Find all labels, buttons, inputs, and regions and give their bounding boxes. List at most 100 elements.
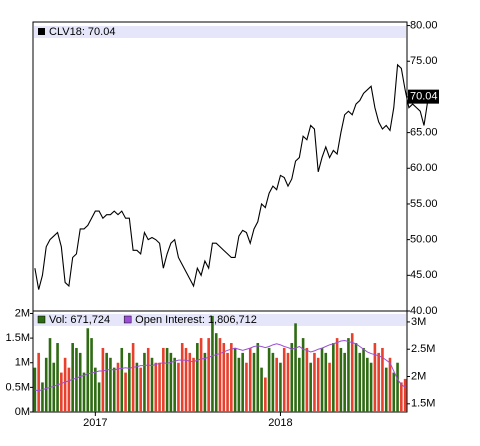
volume-bar (298, 357, 301, 412)
volume-bar (309, 362, 312, 412)
volume-bar (48, 338, 52, 412)
volume-bar (120, 347, 124, 412)
volume-bar (316, 357, 320, 412)
volume-bar (162, 347, 165, 412)
volume-bar (33, 367, 37, 412)
volume-bar (252, 352, 256, 412)
volume-bar (150, 357, 154, 412)
volume-bar (218, 338, 222, 412)
volume-bar (135, 362, 139, 412)
volume-bar (332, 343, 335, 412)
volume-bar (354, 343, 358, 412)
volume-bar (362, 347, 365, 412)
volume-bar (320, 347, 324, 412)
y2-tick-label: 1.5M (411, 398, 435, 410)
volume-bar (313, 352, 316, 412)
volume-bar (109, 357, 112, 412)
volume-bar (388, 357, 392, 412)
y-tick-label: 80.00 (410, 19, 438, 31)
volume-bar (71, 343, 74, 412)
volume-bar (52, 362, 56, 412)
volume-bar (358, 352, 362, 412)
volume-bar (203, 352, 207, 412)
volume-bar (324, 352, 328, 412)
legend-swatch (38, 28, 45, 35)
volume-bar (373, 343, 377, 412)
volume-bar (275, 357, 278, 412)
x-tick-label: 2018 (268, 417, 292, 429)
price-line (34, 63, 436, 290)
volume-bar (112, 367, 116, 412)
volume-bar (196, 343, 199, 412)
volume-bar (294, 323, 297, 412)
volume-bar (256, 343, 260, 412)
volume-bar (237, 357, 241, 412)
volume-bar (101, 347, 105, 412)
legend-swatch (37, 315, 46, 324)
volume-bar (381, 347, 384, 412)
volume-bar (233, 347, 237, 412)
volume-bar (339, 347, 343, 412)
volume-bar (369, 362, 373, 412)
volume-bar (347, 338, 350, 412)
volume-bar (184, 347, 188, 412)
volume-bar (180, 343, 184, 412)
volume-bar (403, 378, 407, 412)
volume-bar (230, 343, 233, 412)
volume-bar (139, 367, 142, 412)
volume-bar (241, 352, 244, 412)
volume-bar (207, 338, 210, 412)
volume-bar (67, 367, 71, 412)
price-panel (32, 21, 408, 312)
volume-bar (214, 333, 218, 412)
volume-bar (60, 372, 63, 412)
volume-bar (63, 357, 67, 412)
last-value-box (408, 89, 439, 104)
volume-bar (188, 352, 192, 412)
volume-bar (90, 338, 93, 412)
volume-bar (78, 352, 82, 412)
y2-tick-label: 2M (411, 370, 426, 382)
volume-bar (260, 367, 263, 412)
volume-bar (366, 357, 369, 412)
volume-bar (105, 352, 108, 412)
y-tick-label: 45.00 (410, 269, 438, 281)
volume-bar (301, 338, 305, 412)
y-tick-label: 2M (15, 307, 30, 319)
volume-bar (97, 382, 101, 412)
volume-bar (377, 352, 380, 412)
volume-bar (94, 367, 97, 412)
volume-bar (56, 343, 59, 412)
volume-bar (44, 357, 48, 412)
volume-bar (384, 367, 388, 412)
volume-bar (37, 352, 40, 412)
legend-label: Open Interest: 1,806,712 (135, 314, 257, 326)
volume-bar (350, 333, 354, 412)
volume-bar (199, 338, 203, 412)
legend-label: Vol: 671,724 (49, 314, 110, 326)
y-tick-label: 60.00 (410, 162, 438, 174)
volume-bar (75, 347, 78, 412)
y-tick-label: 0.5M (6, 381, 30, 393)
volume-bar (286, 352, 290, 412)
volume-bar (86, 328, 90, 412)
y-tick-label: 55.00 (410, 198, 438, 210)
volume-bar (124, 372, 127, 412)
volume-bar (211, 315, 214, 412)
volume-bar (82, 372, 86, 412)
y-tick-label: 1M (15, 357, 30, 369)
volume-bar (396, 362, 399, 412)
y-tick-label: 50.00 (410, 234, 438, 246)
open-interest-line (34, 339, 406, 392)
volume-bar (131, 343, 135, 412)
price-legend-band (34, 26, 406, 38)
volume-bar (177, 362, 180, 412)
volume-bar (226, 352, 229, 412)
y-tick-label: 0M (15, 406, 30, 418)
volume-bar (282, 347, 286, 412)
volume-bar (154, 362, 158, 412)
volume-bar (267, 347, 271, 412)
y-tick-label: 1.5M (6, 332, 30, 344)
volume-bar (116, 362, 120, 412)
